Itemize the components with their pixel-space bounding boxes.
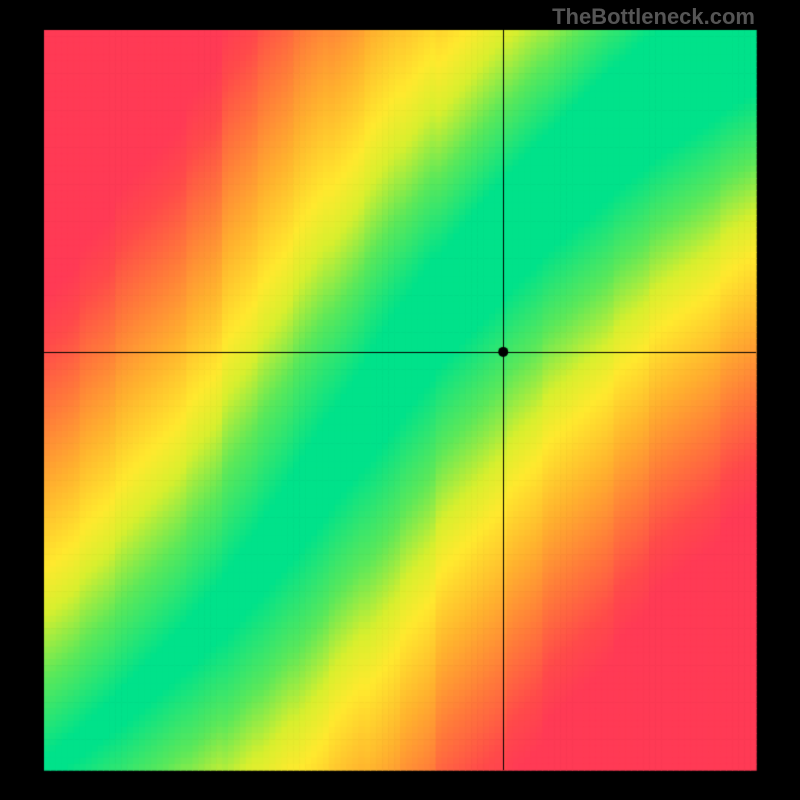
source-watermark: TheBottleneck.com	[552, 4, 755, 30]
bottleneck-heatmap	[0, 0, 800, 800]
